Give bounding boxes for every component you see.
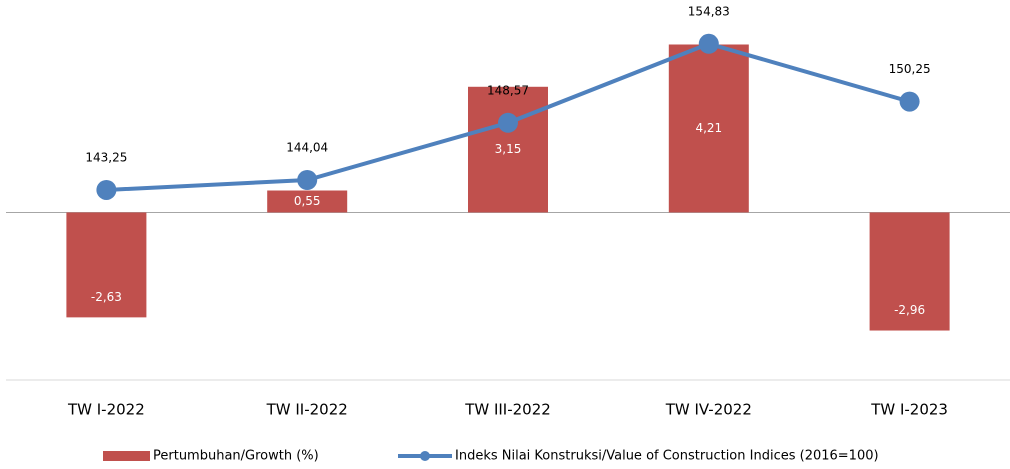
bar-value-label: -2,96 xyxy=(894,303,925,317)
legend-swatch xyxy=(420,451,430,461)
bar xyxy=(66,212,147,318)
legend-label: Pertumbuhan/Growth (%) xyxy=(153,449,319,464)
line-value-label: 154,83 xyxy=(688,4,730,18)
bar xyxy=(869,212,950,331)
bar-value-label: 0,55 xyxy=(294,194,321,208)
line-value-label: 144,04 xyxy=(286,141,328,155)
line-value-label: 143,25 xyxy=(85,150,127,164)
x-tick-label: TW III-2022 xyxy=(464,401,551,419)
bar xyxy=(468,86,548,213)
bar-value-label: 3,15 xyxy=(495,142,522,156)
bar-value-label: -2,63 xyxy=(91,290,122,304)
line-value-label: 150,25 xyxy=(889,62,931,76)
line-value-label: 148,57 xyxy=(487,83,529,97)
line-marker xyxy=(297,170,318,190)
x-tick-label: TW IV-2022 xyxy=(665,401,752,419)
line-marker xyxy=(96,179,117,200)
x-tick-label: TW I-2022 xyxy=(67,401,145,419)
bar-value-label: 4,21 xyxy=(695,121,722,135)
x-tick-label: TW II-2022 xyxy=(266,401,348,419)
bar xyxy=(668,44,749,213)
x-tick-label: TW I-2023 xyxy=(870,401,948,419)
bar xyxy=(267,190,348,213)
line-marker xyxy=(498,112,518,133)
legend-label: Indeks Nilai Konstruksi/Value of Constru… xyxy=(455,449,879,464)
legend-swatch xyxy=(103,451,150,461)
line-marker xyxy=(899,91,920,112)
line-marker xyxy=(698,33,719,54)
